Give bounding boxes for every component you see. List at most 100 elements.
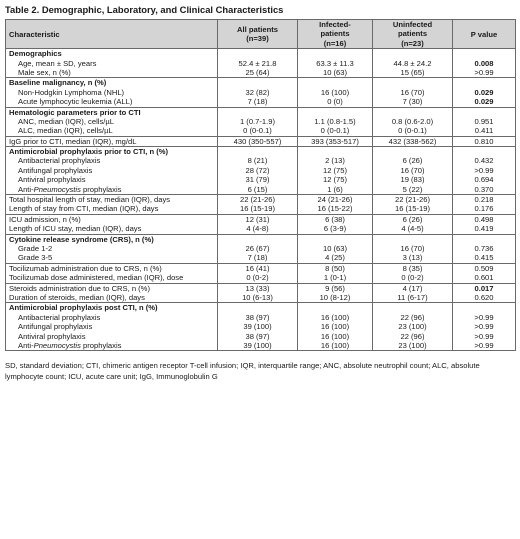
all-patients-cell: 22 (21-26) 16 (15-19) [217,194,298,215]
row-label: Tocilizumab dose administered, median (I… [9,273,184,283]
infected-value: 24 (21-26) [317,195,353,205]
uninfected-cell: 16 (70) 7 (30) [372,77,453,108]
uninfected-cell: 8 (35) 0 (0-2) [372,262,453,284]
p-value-value: >0.99 [474,165,494,175]
infected-value: 0 (0) [327,97,343,107]
p-value-value: >0.99 [474,322,494,332]
all-patients-cell: 13 (33) 10 (6-13) [217,282,298,304]
p-value-cell: 0.509 0.601 [452,262,516,284]
uninfected-cell: 22 (21-26) 16 (15-19) [372,194,453,215]
all-patients-value: 28 (72) [245,165,270,175]
uninfected-value: 16 (15-19) [394,204,431,214]
all-patients-value: 39 (100) [243,322,272,332]
section-spacer [301,108,369,117]
all-patients-value: 7 (18) [247,97,268,107]
characteristic-cell: IgG prior to CTI, median (IQR), mg/dL [5,135,218,148]
row-label: Male sex, n (%) [18,67,71,77]
uninfected-cell: 22 (96) 23 (100) 22 (96) 23 (100) [372,302,453,352]
row-label: Antiviral prophylaxis [18,331,86,341]
p-value-value: 0.694 [474,175,494,185]
infected-value: 16 (15-22) [317,204,353,214]
uninfected-cell: 6 (26) 16 (70) 19 (83) 5 (22) [372,146,453,196]
uninfected-cell: 16 (70) 3 (13) [372,233,453,264]
p-value-value: 0.176 [474,204,494,214]
infected-cell: 1.1 (0.8-1.5) 0 (0-0.1) [297,106,373,137]
all-patients-cell: 38 (97) 39 (100) 38 (97) 39 (100) [217,302,298,352]
p-value-value: 0.218 [474,195,494,205]
all-patients-value: 25 (64) [245,67,270,77]
italic-term: Pneumocystis [33,340,81,350]
uninfected-cell: 6 (26) 4 (4-5) [372,213,453,235]
p-value-value: >0.99 [474,67,494,77]
section-spacer [301,49,369,58]
all-patients-value: 0 (0-2) [246,273,269,283]
uninfected-value: 5 (22) [402,184,423,194]
characteristic-cell: Total hospital length of stay, median (I… [5,194,218,215]
table-row-group: Cytokine release syndrome (CRS), n (%) Gr… [5,233,516,264]
italic-term: Pneumocystis [33,184,81,194]
p-value-value: 0.432 [474,156,494,166]
uninfected-value: 23 (100) [398,322,427,332]
uninfected-value: 16 (70) [400,87,425,97]
section-spacer [456,78,512,87]
p-value-value: 0.029 [474,87,494,97]
p-value-cell: 0.498 0.419 [452,213,516,235]
uninfected-value: 16 (70) [400,243,425,253]
p-value-value: 0.017 [474,283,494,293]
infected-value: 10 (63) [322,243,348,253]
row-label: Antibacterial prophylaxis [18,156,101,166]
section-spacer [376,108,449,117]
uninfected-value: 7 (30) [402,97,423,107]
p-value-value: 0.498 [474,214,494,224]
all-patients-value: 10 (6-13) [242,292,273,302]
uninfected-value: 22 (21-26) [394,195,431,205]
infected-value: 2 (13) [325,156,345,166]
all-patients-value: 39 (100) [243,340,272,350]
section-spacer [456,147,512,156]
p-value-value: 0.008 [474,58,494,68]
row-label: Total hospital length of stay, median (I… [9,195,171,205]
section-spacer [221,49,294,58]
p-value-value: 0.370 [474,184,494,194]
all-patients-value: 16 (15-19) [239,204,276,214]
header-uninfected-line-1: Uninfected [392,20,433,29]
section-spacer [376,147,449,156]
p-value-cell: 0.951 0.411 [452,106,516,137]
p-value-value: 0.601 [474,273,494,283]
infected-value: 1 (6) [327,184,343,194]
all-patients-value: 22 (21-26) [239,195,276,205]
uninfected-cell: 4 (17) 11 (6-17) [372,282,453,304]
infected-cell: 16 (100) 16 (100) 16 (100) 16 (100) [297,302,373,352]
infected-value: 6 (38) [325,214,345,224]
characteristic-cell: Hematologic parameters prior to CTI ANC, … [5,106,218,137]
header-uninfected-patients: Uninfected patients (n=23) [372,18,453,50]
characteristics-table: Characteristic All patients (n=39) Infec… [5,18,516,352]
infected-value: 10 (8-12) [319,292,351,302]
infected-value: 8 (50) [325,263,345,273]
infected-value: 10 (63) [322,67,348,77]
p-value-cell: 0.218 0.176 [452,194,516,215]
uninfected-value: 44.8 ± 24.2 [393,58,432,68]
p-value-value: 0.951 [474,116,494,126]
table-row-group: ICU admission, n (%) Length of ICU stay, … [5,213,516,235]
section-spacer [456,303,512,312]
row-label: Anti-Pneumocystis prophylaxis [18,184,122,194]
infected-cell: 24 (21-26) 16 (15-22) [297,194,373,215]
header-uninfected-line-3: (n=23) [401,38,424,48]
section-heading: Antimicrobial prophylaxis post CTI, n (%… [9,303,158,313]
characteristic-cell: Cytokine release syndrome (CRS), n (%) Gr… [5,233,218,264]
table-row-group: Baseline malignancy, n (%) Non-Hodgkin Ly… [5,77,516,108]
header-all-line-2: (n=39) [246,34,269,44]
infected-cell: 6 (38) 6 (3-9) [297,213,373,235]
all-patients-value: 6 (15) [247,184,268,194]
table-row-group: Antimicrobial prophylaxis prior to CTI, … [5,146,516,196]
infected-cell: 9 (56) 10 (8-12) [297,282,373,304]
characteristic-cell: Steroids administration due to CRS, n (%… [5,282,218,304]
row-label: Grade 1-2 [18,243,53,253]
header-infected-line-3: (n=16) [323,38,347,48]
row-label: Grade 3-5 [18,253,53,263]
uninfected-value: 19 (83) [400,175,425,185]
infected-value: 1.1 (0.8-1.5) [314,116,356,126]
section-heading: Demographics [9,49,62,59]
row-label: ALC, median (IQR), cells/µL [18,126,113,136]
